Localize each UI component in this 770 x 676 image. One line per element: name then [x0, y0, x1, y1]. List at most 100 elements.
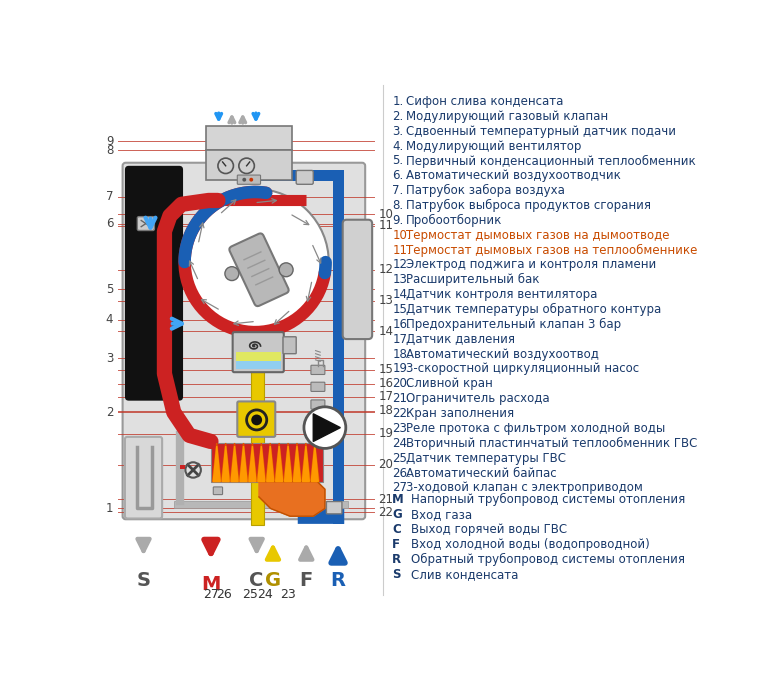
Text: Сливной кран: Сливной кран — [407, 377, 493, 390]
Text: 9.: 9. — [392, 214, 403, 227]
Text: Обратный трубопровод системы отопления: Обратный трубопровод системы отопления — [411, 553, 685, 566]
FancyBboxPatch shape — [298, 508, 344, 524]
Polygon shape — [293, 446, 300, 481]
Bar — [180, 464, 185, 469]
Text: S: S — [136, 571, 150, 590]
Text: F: F — [300, 571, 313, 590]
Text: Термостат дымовых газов на теплообменнике: Термостат дымовых газов на теплообменник… — [407, 243, 698, 257]
Text: 11: 11 — [378, 220, 393, 233]
Bar — [236, 362, 281, 369]
FancyBboxPatch shape — [237, 402, 276, 437]
Bar — [174, 501, 348, 508]
Text: 3-скоростной циркуляционный насос: 3-скоростной циркуляционный насос — [407, 362, 639, 375]
Text: 26.: 26. — [392, 466, 411, 479]
Text: Первичный конденсационный теплообменник: Первичный конденсационный теплообменник — [407, 154, 696, 168]
Text: 17.: 17. — [392, 333, 411, 345]
Text: 12.: 12. — [392, 258, 411, 272]
Polygon shape — [223, 446, 229, 481]
Circle shape — [225, 267, 239, 281]
Text: 14: 14 — [378, 325, 393, 338]
Text: 14.: 14. — [392, 288, 411, 301]
Polygon shape — [302, 443, 310, 481]
Text: 4: 4 — [105, 313, 113, 327]
Text: 16.: 16. — [392, 318, 411, 331]
Text: 22.: 22. — [392, 407, 411, 420]
Polygon shape — [284, 443, 293, 481]
Bar — [249, 170, 334, 181]
Text: Датчик контроля вентилятора: Датчик контроля вентилятора — [407, 288, 598, 301]
FancyBboxPatch shape — [206, 151, 292, 180]
Text: 24.: 24. — [392, 437, 411, 450]
Text: 15.: 15. — [392, 303, 411, 316]
FancyBboxPatch shape — [233, 332, 284, 372]
Polygon shape — [239, 443, 248, 481]
Text: M: M — [392, 493, 404, 506]
Polygon shape — [248, 443, 256, 481]
Text: Слив конденсата: Слив конденсата — [411, 568, 518, 581]
Circle shape — [280, 263, 293, 276]
Polygon shape — [275, 443, 283, 481]
Text: 9: 9 — [105, 135, 113, 147]
FancyBboxPatch shape — [326, 502, 342, 514]
Text: 11.: 11. — [392, 243, 411, 257]
Text: Вход газа: Вход газа — [411, 508, 472, 521]
FancyBboxPatch shape — [311, 365, 325, 375]
Text: Вторичный пластинчатый теплообменник ГВС: Вторичный пластинчатый теплообменник ГВС — [407, 437, 698, 450]
Text: Ограничитель расхода: Ограничитель расхода — [407, 392, 550, 405]
FancyBboxPatch shape — [237, 175, 260, 185]
Text: Автоматический байпас: Автоматический байпас — [407, 466, 557, 479]
Text: Электрод поджига и контроля пламени: Электрод поджига и контроля пламени — [407, 258, 657, 272]
Text: 1: 1 — [105, 502, 113, 515]
Text: 25.: 25. — [392, 452, 411, 464]
Text: 13: 13 — [378, 294, 393, 307]
FancyBboxPatch shape — [311, 400, 325, 409]
Text: Датчик температуры обратного контура: Датчик температуры обратного контура — [407, 303, 661, 316]
Text: 16: 16 — [378, 377, 393, 390]
Polygon shape — [293, 443, 301, 481]
FancyBboxPatch shape — [125, 437, 162, 518]
Text: 6: 6 — [105, 217, 113, 230]
FancyBboxPatch shape — [213, 487, 223, 495]
Text: 21.: 21. — [392, 392, 411, 405]
Text: Реле протока с фильтром холодной воды: Реле протока с фильтром холодной воды — [407, 422, 665, 435]
FancyBboxPatch shape — [122, 163, 365, 519]
Text: Пробоотборник: Пробоотборник — [407, 214, 503, 227]
Polygon shape — [313, 414, 340, 441]
Circle shape — [304, 407, 346, 448]
Polygon shape — [213, 443, 221, 481]
Bar — [251, 370, 263, 525]
Text: Напорный трубопровод системы отопления: Напорный трубопровод системы отопления — [411, 493, 685, 506]
Text: G: G — [265, 571, 281, 590]
Polygon shape — [311, 446, 318, 481]
Text: Предохранительный клапан 3 бар: Предохранительный клапан 3 бар — [407, 318, 621, 331]
Text: Патрубок забора воздуха: Патрубок забора воздуха — [407, 184, 565, 197]
Polygon shape — [303, 446, 310, 481]
Text: Датчик температуры ГВС: Датчик температуры ГВС — [407, 452, 566, 464]
Text: Автоматический воздухоотвод: Автоматический воздухоотвод — [407, 347, 599, 360]
Bar — [236, 352, 281, 369]
Text: 18.: 18. — [392, 347, 411, 360]
Polygon shape — [276, 446, 283, 481]
FancyBboxPatch shape — [229, 233, 289, 306]
Text: Расширительный бак: Расширительный бак — [407, 273, 540, 287]
FancyBboxPatch shape — [343, 220, 372, 339]
Polygon shape — [259, 481, 325, 516]
Text: 3.: 3. — [392, 124, 403, 138]
Text: Модулирующий вентилятор: Модулирующий вентилятор — [407, 139, 581, 153]
Polygon shape — [213, 446, 220, 481]
Text: 21: 21 — [378, 493, 393, 506]
FancyBboxPatch shape — [206, 126, 292, 151]
Text: S: S — [392, 568, 401, 581]
Text: 24: 24 — [257, 587, 273, 601]
Text: 27.: 27. — [392, 481, 411, 494]
Text: 19: 19 — [378, 427, 393, 440]
Text: R: R — [392, 553, 401, 566]
Text: 7.: 7. — [392, 184, 403, 197]
Text: 1.: 1. — [392, 95, 403, 108]
Text: 23.: 23. — [392, 422, 411, 435]
Text: 8: 8 — [106, 144, 113, 157]
Text: 3-ходовой клапан с электроприводом: 3-ходовой клапан с электроприводом — [407, 481, 643, 494]
Polygon shape — [240, 446, 247, 481]
Text: 8.: 8. — [392, 199, 403, 212]
Text: 20: 20 — [378, 458, 393, 471]
